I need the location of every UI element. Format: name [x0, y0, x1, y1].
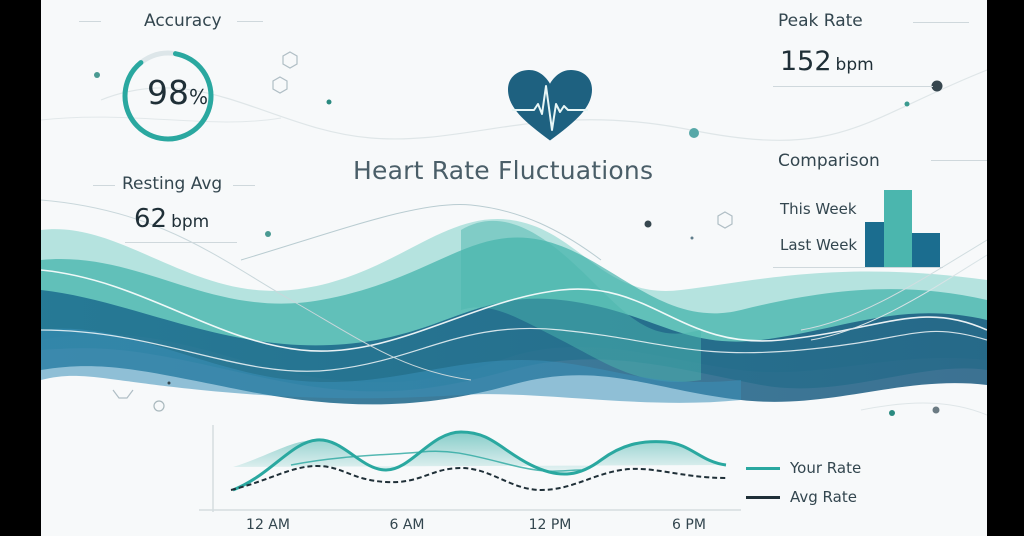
decorative-waves	[41, 50, 987, 512]
xtick-12pm: 12 PM	[528, 517, 572, 533]
xtick-6pm: 6 PM	[672, 517, 706, 533]
resting-avg-unit: bpm	[171, 212, 210, 232]
accuracy-value: 98%	[147, 73, 208, 112]
xtick-6am: 6 AM	[389, 517, 425, 533]
peak-rate-label: Peak Rate	[778, 11, 863, 31]
xtick-12am: 12 AM	[246, 517, 290, 533]
resting-avg-number: 62	[134, 204, 168, 234]
legend-swatch-teal	[746, 466, 780, 470]
page-title: Heart Rate Fluctuations	[353, 156, 654, 185]
comparison-last-week: Last Week	[780, 236, 858, 254]
legend-avg-rate: Avg Rate	[746, 488, 857, 506]
letterbox-left	[0, 0, 41, 536]
legend-avg-rate-label: Avg Rate	[790, 488, 857, 506]
resting-rule-left	[93, 185, 115, 186]
letterbox-right	[987, 0, 1024, 536]
accuracy-label: Accuracy	[144, 11, 222, 31]
comparison-rule-bottom	[773, 267, 943, 268]
resting-avg-value: 62 bpm	[134, 204, 209, 234]
peak-rate-number: 152	[780, 46, 832, 77]
legend-swatch-dark	[746, 495, 780, 499]
comparison-rule-top	[931, 160, 987, 161]
peak-rate-unit: bpm	[835, 55, 874, 75]
resting-rule-bottom	[125, 242, 237, 243]
heart-pulse-icon	[508, 70, 592, 141]
accuracy-unit: %	[189, 85, 209, 109]
comparison-bar-chart	[865, 190, 940, 268]
accuracy-rule-left	[79, 21, 101, 22]
peak-rule-top	[913, 22, 969, 23]
resting-rule-right	[233, 185, 255, 186]
infographic-canvas: Accuracy 98% Resting Avg 62 bpm Heart Rat…	[41, 0, 987, 536]
accuracy-number: 98	[147, 73, 189, 112]
legend-your-rate: Your Rate	[746, 459, 861, 477]
legend-your-rate-label: Your Rate	[790, 459, 862, 477]
resting-avg-label: Resting Avg	[122, 174, 223, 194]
comparison-this-week: This Week	[780, 200, 857, 218]
accuracy-rule-right	[237, 21, 263, 22]
bottom-line-chart	[199, 425, 741, 512]
comparison-label: Comparison	[778, 151, 880, 171]
peak-rate-value: 152 bpm	[780, 46, 874, 77]
peak-rule-bottom	[773, 86, 933, 87]
